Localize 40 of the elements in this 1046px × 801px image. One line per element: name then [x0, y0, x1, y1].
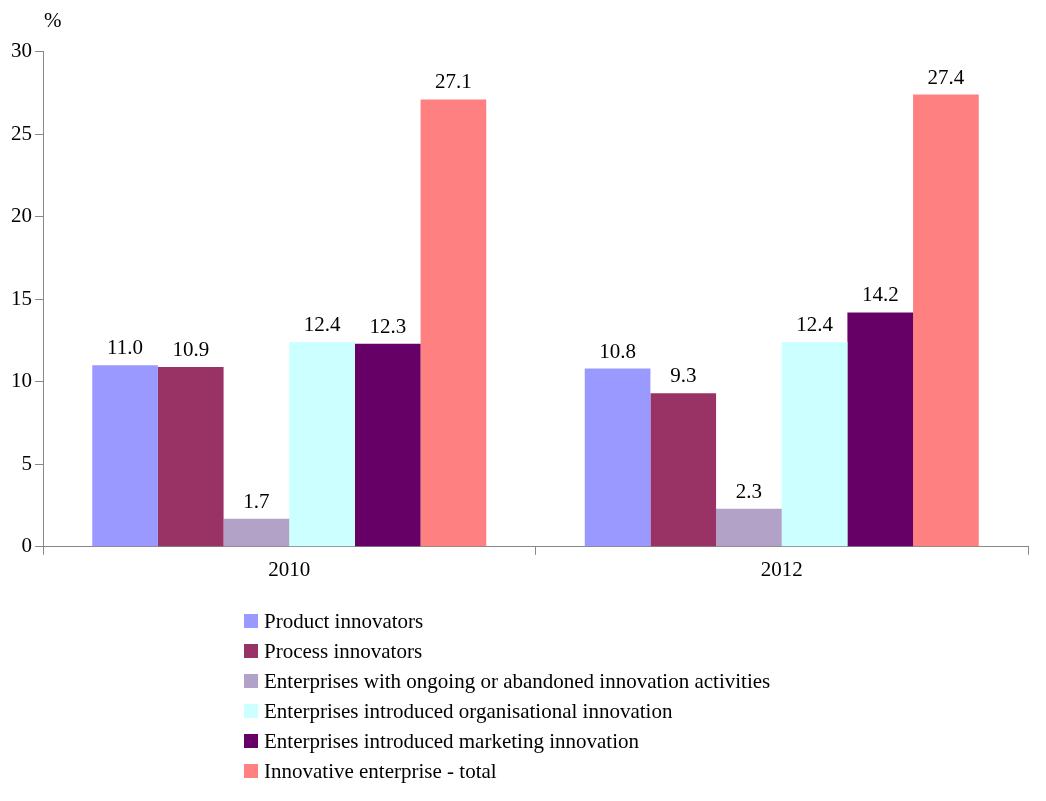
data-label: 11.0	[107, 335, 144, 360]
x-tick-label: 2012	[760, 556, 803, 581]
bar	[584, 368, 651, 547]
x-tick-label: 2010	[268, 556, 311, 581]
y-tick-label: 15	[11, 285, 32, 310]
y-tick-label: 20	[11, 203, 32, 228]
legend-label: Product innovators	[264, 608, 424, 634]
legend-label: Innovative enterprise - total	[264, 758, 497, 784]
legend-label: Process innovators	[264, 638, 423, 664]
y-tick-label: 25	[11, 120, 32, 145]
data-label: 27.4	[927, 64, 965, 89]
bar	[354, 343, 421, 547]
legend-label: Enterprises introduced organisational innovation	[264, 698, 673, 724]
bar	[781, 342, 848, 547]
bar	[716, 508, 782, 547]
y-tick-label: 10	[11, 368, 32, 393]
bar	[157, 366, 224, 547]
bar	[92, 365, 158, 547]
y-tick-label: 5	[21, 450, 32, 475]
y-tick-label: 30	[11, 38, 32, 63]
bar	[289, 342, 355, 547]
bar	[223, 518, 290, 547]
bar	[650, 393, 717, 547]
data-label: 10.9	[172, 336, 210, 361]
y-tick-label: 0	[21, 533, 32, 558]
data-label: 14.2	[861, 282, 899, 307]
data-label: 10.8	[599, 338, 636, 363]
legend-label: Enterprises introduced marketing innovation	[264, 728, 639, 754]
data-label: 1.7	[243, 488, 270, 513]
bar	[913, 94, 979, 547]
bar	[847, 312, 914, 547]
legend-label: Enterprises with ongoing or abandoned innovation activities	[264, 668, 771, 694]
data-label: 9.3	[670, 363, 697, 388]
data-label: 27.1	[435, 69, 472, 94]
data-label: 12.3	[369, 313, 407, 338]
data-label: 12.4	[796, 312, 834, 337]
data-label: 2.3	[735, 478, 763, 503]
data-label: 12.4	[303, 312, 341, 337]
bar	[420, 99, 487, 547]
y-axis-title: %	[43, 8, 63, 34]
